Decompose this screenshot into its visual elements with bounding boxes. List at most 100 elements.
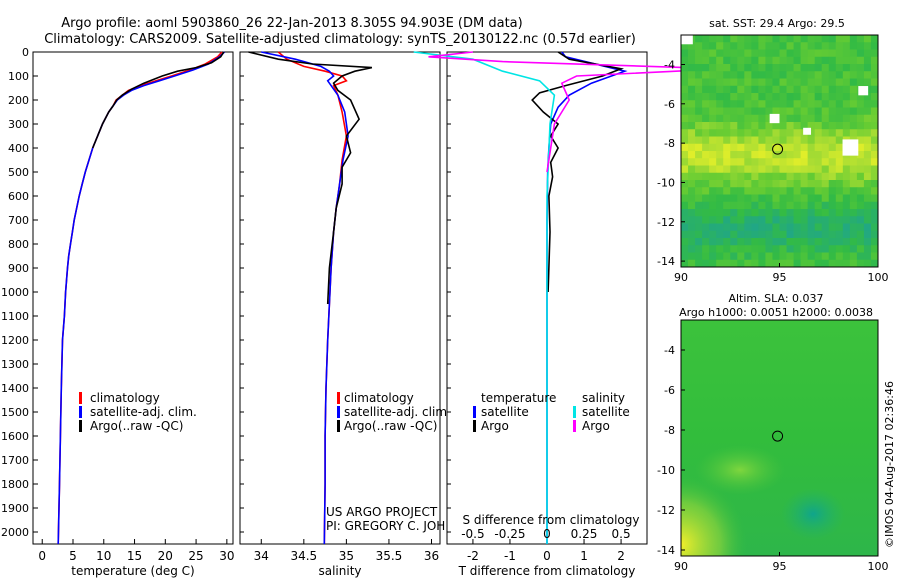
x-tick-label: 34.5: [290, 549, 317, 563]
sst-cell: [716, 209, 724, 217]
sst-cell: [793, 245, 802, 253]
sst-cell: [842, 100, 851, 108]
sst-cell: [709, 158, 717, 166]
sst-cell: [842, 180, 851, 188]
sst-cell: [800, 42, 809, 50]
sst-cell: [758, 223, 766, 232]
sst-cell: [737, 158, 745, 166]
sst-cell: [681, 223, 689, 232]
sst-cell: [800, 238, 809, 246]
sst-cell: [737, 238, 745, 246]
sst-cell: [730, 100, 738, 108]
sst-cell: [702, 114, 710, 123]
sst-cell: [702, 187, 710, 195]
sst-cell: [730, 64, 738, 72]
salinity-depth-ticks: [240, 51, 244, 533]
sst-cell: [786, 56, 794, 65]
sst-cell: [695, 238, 703, 246]
sst-cell: [842, 223, 851, 232]
sst-cell: [772, 64, 780, 72]
sst-cell: [828, 238, 837, 246]
sst-cell: [800, 136, 809, 145]
sst-cell: [779, 223, 787, 232]
sst-cell: [758, 85, 766, 94]
sst-cell: [737, 129, 745, 137]
depth-tick-label: 800: [8, 238, 29, 251]
sst-cell: [709, 35, 717, 43]
sst-cell: [863, 201, 872, 210]
sst-cell: [863, 252, 872, 261]
sst-cell: [772, 85, 780, 94]
sst-cell: [702, 129, 710, 137]
sst-cell: [856, 42, 865, 50]
sst-cell: [758, 201, 766, 210]
x-tick-label: 34: [254, 549, 269, 563]
sst-cell: [779, 252, 787, 261]
x-tick-label: -1: [504, 549, 516, 563]
sst-cell: [814, 64, 823, 72]
sst-cell: [793, 114, 802, 123]
sst-cell: [702, 194, 710, 203]
sst-cell: [849, 172, 858, 181]
sst-cell: [849, 78, 858, 87]
sst-cell: [730, 107, 738, 116]
s-diff-tick-label: 0.25: [571, 527, 598, 541]
sst-cell: [702, 35, 710, 43]
sst-cell: [814, 78, 823, 87]
sst-cell: [814, 71, 823, 79]
sst-cell: [779, 165, 787, 174]
sst-cell: [870, 56, 879, 65]
sst-cell: [793, 93, 802, 101]
sst-cell: [702, 42, 710, 50]
sst-cell: [716, 56, 724, 65]
sst-cell: [716, 158, 724, 166]
sst-cell: [870, 230, 879, 239]
sst-cell: [695, 165, 703, 174]
sst-cell: [779, 180, 787, 188]
sst-cell: [863, 180, 872, 188]
sst-cell: [716, 180, 724, 188]
sst-cell: [779, 151, 787, 159]
sst-cell: [814, 122, 823, 130]
sst-cell: [695, 56, 703, 65]
sst-cell: [751, 172, 759, 181]
sst-cell: [723, 194, 731, 203]
sst-cell: [856, 223, 865, 232]
legend-swatch-argo: [79, 420, 82, 432]
sst-cell: [730, 238, 738, 246]
sst-cell: [681, 245, 689, 253]
x-tick-label: 10: [96, 549, 111, 563]
sst-cell: [870, 187, 879, 195]
sst-cell: [779, 71, 787, 79]
sst-cell: [716, 71, 724, 79]
sst-cell: [821, 56, 830, 65]
sst-cell: [681, 56, 689, 65]
sst-cell: [723, 230, 731, 239]
sst-cell: [744, 216, 752, 224]
sst-cell: [751, 180, 759, 188]
sst-cell: [786, 238, 794, 246]
sst-cell: [751, 143, 759, 152]
sst-cell: [709, 216, 717, 224]
sst-cell: [814, 136, 823, 145]
sst-cell: [751, 223, 759, 232]
map-y-tick-label: -10: [657, 176, 675, 189]
sst-cell: [786, 245, 794, 253]
sst-cell: [856, 122, 865, 130]
sst-cell: [786, 49, 794, 58]
sst-cell: [870, 245, 879, 253]
sst-cell: [751, 158, 759, 166]
sst-cell: [716, 201, 724, 210]
sst-cell: [849, 194, 858, 203]
sst-cell: [807, 35, 816, 43]
sst-cell: [821, 180, 830, 188]
sst-cell: [856, 71, 865, 79]
sst-cell: [751, 64, 759, 72]
sst-cell: [842, 194, 851, 203]
sst-cell: [716, 194, 724, 203]
sst-cell: [702, 172, 710, 181]
sst-cell: [786, 180, 794, 188]
sst-cell: [856, 245, 865, 253]
sst-cell: [870, 238, 879, 246]
sst-cell: [730, 42, 738, 50]
